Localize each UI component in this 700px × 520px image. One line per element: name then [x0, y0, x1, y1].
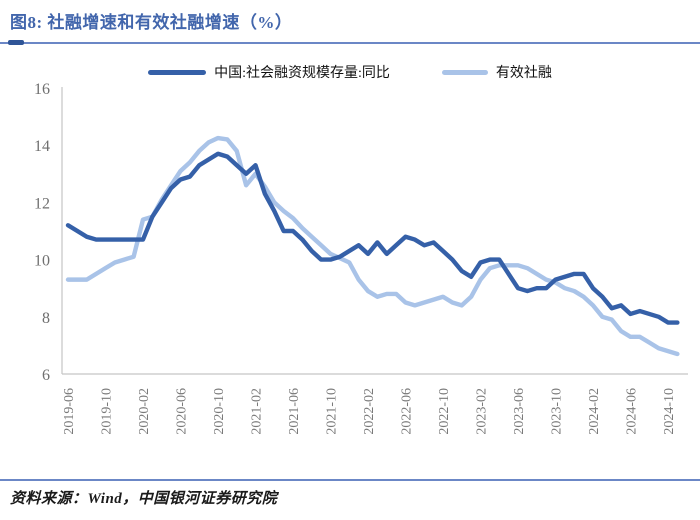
y-tick-label: 6 — [42, 367, 50, 384]
x-tick-label: 2020-06 — [175, 388, 190, 435]
legend-label-effective: 有效社融 — [495, 66, 552, 81]
figure-title: 图8: 社融增速和有效社融增速（%） — [10, 13, 293, 32]
source-note: 资料来源：Wind，中国银河证券研究院 — [10, 491, 278, 507]
x-tick-label: 2022-10 — [437, 388, 452, 435]
y-tick-label: 10 — [34, 253, 50, 270]
legend-item-tsf: 中国:社会融资规模存量:同比 — [148, 62, 390, 82]
x-tick-label: 2022-02 — [362, 388, 377, 435]
x-tick-label: 2023-10 — [550, 388, 565, 435]
tsf-line — [65, 151, 680, 325]
y-tick-label: 12 — [34, 195, 50, 212]
x-tick-label: 2019-10 — [100, 388, 115, 435]
y-tick-label: 14 — [34, 138, 50, 155]
title-divider-accent — [8, 40, 24, 45]
x-tick-label: 2021-02 — [250, 388, 265, 435]
footer-divider — [0, 479, 700, 481]
x-tick-label: 2022-06 — [400, 388, 415, 435]
x-tick-label: 2021-10 — [325, 388, 340, 435]
x-tick-label: 2023-06 — [512, 388, 527, 435]
effective-line-swatch — [441, 69, 488, 75]
x-tick-label: 2024-02 — [587, 388, 602, 435]
x-tick-label: 2020-02 — [137, 388, 152, 435]
y-tick-label: 16 — [34, 81, 50, 98]
x-tick-label: 2020-10 — [212, 388, 227, 435]
chart-legend: 中国:社会融资规模存量:同比 有效社融 — [0, 62, 700, 82]
title-divider — [0, 42, 700, 44]
x-tick-label: 2023-02 — [475, 388, 490, 435]
x-tick-label: 2021-06 — [287, 388, 302, 435]
tsf-line-swatch — [148, 69, 207, 75]
y-tick-label: 8 — [42, 310, 50, 327]
legend-label-tsf: 中国:社会融资规模存量:同比 — [214, 66, 390, 81]
legend-item-effective: 有效社融 — [441, 62, 552, 82]
x-tick-label: 2019-06 — [62, 388, 77, 435]
x-tick-label: 2024-10 — [662, 388, 677, 435]
x-tick-label: 2024-06 — [625, 388, 640, 435]
